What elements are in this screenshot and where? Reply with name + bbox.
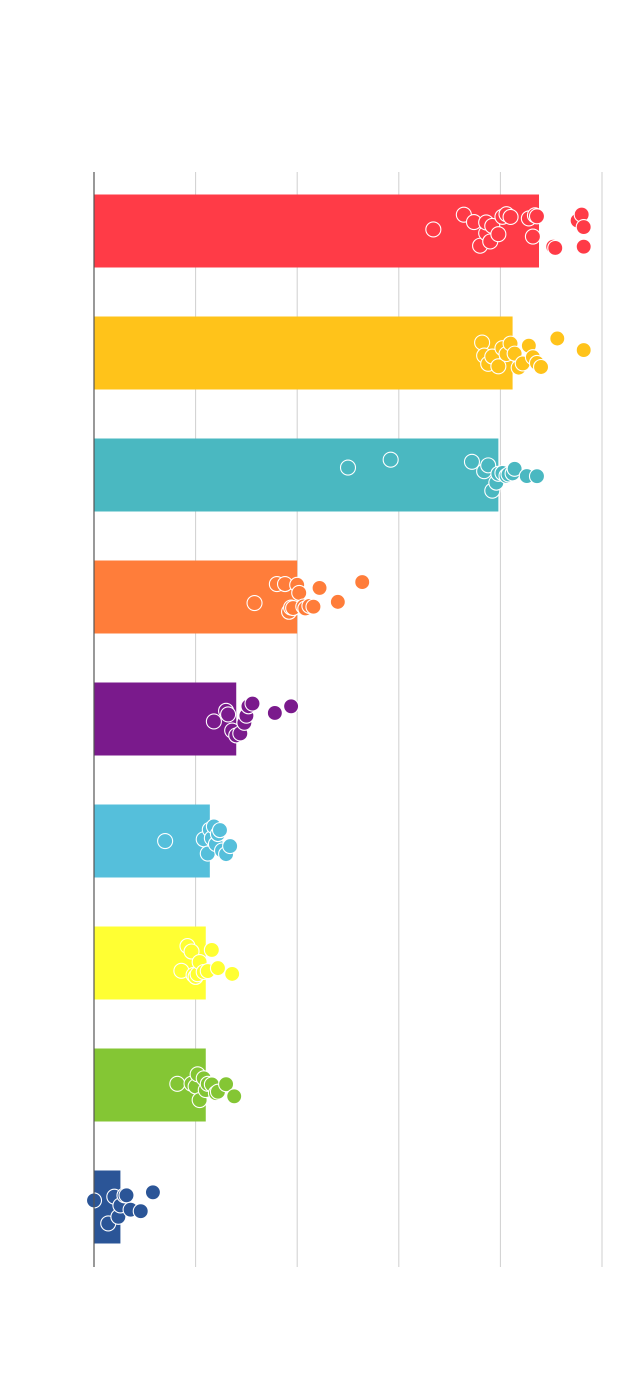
point-d xyxy=(311,579,328,596)
point-g xyxy=(183,943,200,960)
point-e xyxy=(283,698,300,715)
point-d xyxy=(329,593,346,610)
point-b xyxy=(549,330,566,347)
bars xyxy=(94,194,540,1244)
point-e xyxy=(266,704,283,721)
point-c xyxy=(506,460,523,477)
point-a xyxy=(575,219,592,236)
point-c xyxy=(339,459,357,476)
bar-c xyxy=(94,438,499,512)
point-b xyxy=(532,358,550,376)
bar-f xyxy=(94,804,210,878)
bar-a xyxy=(94,194,540,268)
point-b xyxy=(490,358,507,375)
point-g xyxy=(224,965,241,982)
point-d xyxy=(305,598,322,615)
bar-d xyxy=(94,560,298,634)
point-a xyxy=(490,226,507,243)
point-f xyxy=(211,822,229,839)
point-i xyxy=(144,1184,161,1201)
point-a xyxy=(528,208,546,225)
point-i xyxy=(132,1203,149,1220)
point-e xyxy=(220,706,237,723)
point-f xyxy=(157,832,174,850)
bar-g xyxy=(94,926,206,1000)
point-a xyxy=(524,228,541,245)
point-c xyxy=(528,468,546,485)
data-points xyxy=(85,206,592,1232)
point-c xyxy=(382,451,399,468)
point-i xyxy=(118,1187,135,1204)
point-h xyxy=(218,1076,235,1093)
point-d xyxy=(354,574,371,591)
point-c xyxy=(463,453,481,470)
point-h xyxy=(169,1075,186,1092)
point-d xyxy=(246,594,263,612)
point-b xyxy=(575,342,592,359)
point-a xyxy=(575,238,592,255)
point-e xyxy=(205,713,222,730)
point-g xyxy=(203,941,220,958)
point-e xyxy=(244,695,261,712)
point-g xyxy=(209,960,227,977)
point-d xyxy=(291,584,308,601)
point-a xyxy=(547,239,564,256)
point-a xyxy=(425,221,442,238)
point-a xyxy=(502,208,519,226)
point-f xyxy=(222,838,239,855)
point-h xyxy=(226,1088,243,1105)
bar-b xyxy=(94,316,513,390)
